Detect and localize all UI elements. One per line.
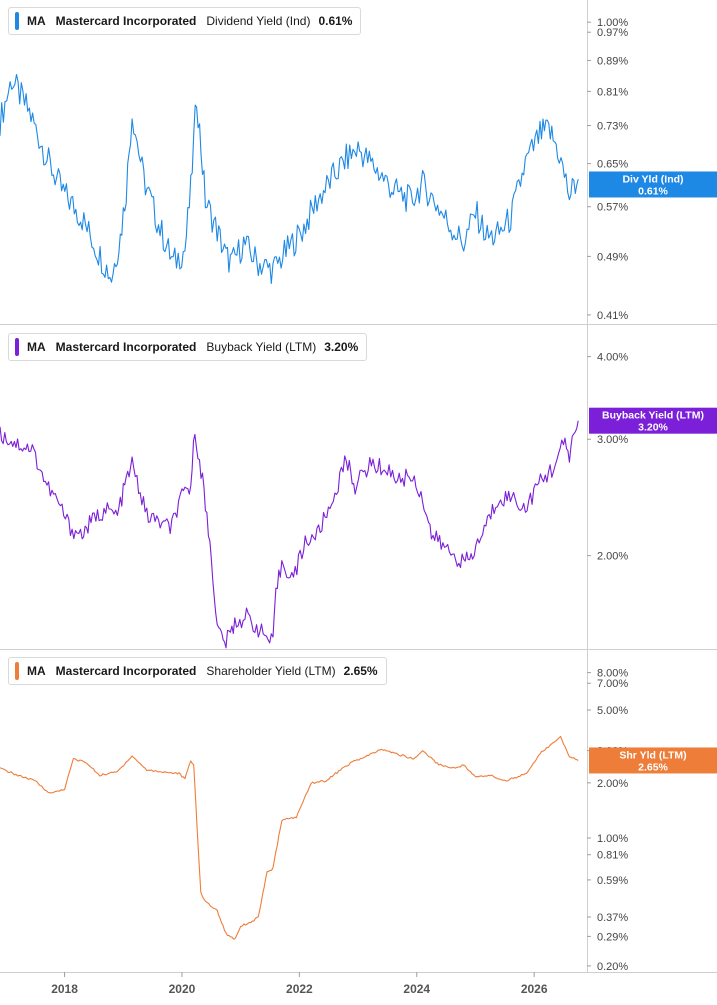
badge-value: 0.61% (638, 185, 668, 197)
y-tick-label: 0.41% (597, 310, 628, 322)
y-tick-label: 0.97% (597, 27, 628, 39)
buyback-yield-line (0, 420, 579, 649)
y-tick-label: 5.00% (597, 705, 628, 717)
y-tick-label: 4.00% (597, 352, 628, 364)
ticker-symbol: MA (27, 340, 46, 354)
metric-value: 3.20% (324, 340, 359, 354)
x-tick-label: 2026 (521, 982, 548, 996)
y-tick-label: 2.00% (597, 778, 628, 790)
x-tick-label: 2020 (169, 982, 196, 996)
dividend-yield-value-badge (589, 171, 717, 198)
y-tick-label: 0.81% (597, 850, 628, 862)
series-color-swatch (15, 338, 19, 356)
metric-name: Dividend Yield (Ind) (206, 14, 311, 28)
y-tick-label: 0.57% (597, 202, 628, 214)
y-tick-label: 1.00% (597, 833, 628, 845)
series-color-swatch (15, 662, 19, 680)
buyback-yield-value-badge (589, 407, 717, 434)
y-tick-label: 0.65% (597, 159, 628, 171)
y-tick-label: 3.00% (597, 434, 628, 446)
x-tick-label: 2018 (51, 982, 78, 996)
y-tick-label: 0.81% (597, 86, 628, 98)
company-name: Mastercard Incorporated (55, 14, 197, 28)
shareholder-yield-line (0, 735, 579, 940)
series-color-swatch (15, 12, 19, 30)
legend-dividend-yield[interactable]: MA Mastercard Incorporated Dividend Yiel… (8, 7, 362, 35)
metric-value: 2.65% (343, 664, 378, 678)
y-tick-label: 0.59% (597, 875, 628, 887)
legend-shareholder-yield[interactable]: MA Mastercard Incorporated Shareholder Y… (8, 657, 387, 685)
badge-label: Shr Yld (LTM) (619, 749, 686, 761)
ticker-symbol: MA (27, 664, 46, 678)
legend-buyback-yield[interactable]: MA Mastercard Incorporated Buyback Yield… (8, 333, 368, 361)
x-tick-label: 2022 (286, 982, 313, 996)
shareholder-yield-value-badge (589, 747, 717, 774)
y-tick-label: 0.29% (597, 931, 628, 943)
y-tick-label: 7.00% (597, 678, 628, 690)
y-tick-label: 8.00% (597, 668, 628, 680)
badge-label: Buyback Yield (LTM) (602, 410, 704, 422)
y-tick-label: 0.73% (597, 121, 628, 133)
y-tick-label: 2.00% (597, 551, 628, 563)
y-tick-label: 0.20% (597, 961, 628, 973)
company-name: Mastercard Incorporated (55, 340, 197, 354)
y-tick-label: 1.00% (597, 17, 628, 29)
y-tick-label: 0.89% (597, 55, 628, 67)
y-tick-label: 0.49% (597, 251, 628, 263)
company-name: Mastercard Incorporated (55, 664, 197, 678)
dividend-yield-line (0, 73, 579, 284)
metric-name: Shareholder Yield (LTM) (206, 664, 336, 678)
badge-label: Div Yld (Ind) (622, 173, 683, 185)
ticker-symbol: MA (27, 14, 46, 28)
badge-value: 2.65% (638, 761, 668, 773)
metric-name: Buyback Yield (LTM) (206, 340, 317, 354)
metric-value: 0.61% (318, 14, 353, 28)
y-tick-label: 0.37% (597, 912, 628, 924)
x-tick-label: 2024 (403, 982, 430, 996)
badge-value: 3.20% (638, 422, 668, 434)
